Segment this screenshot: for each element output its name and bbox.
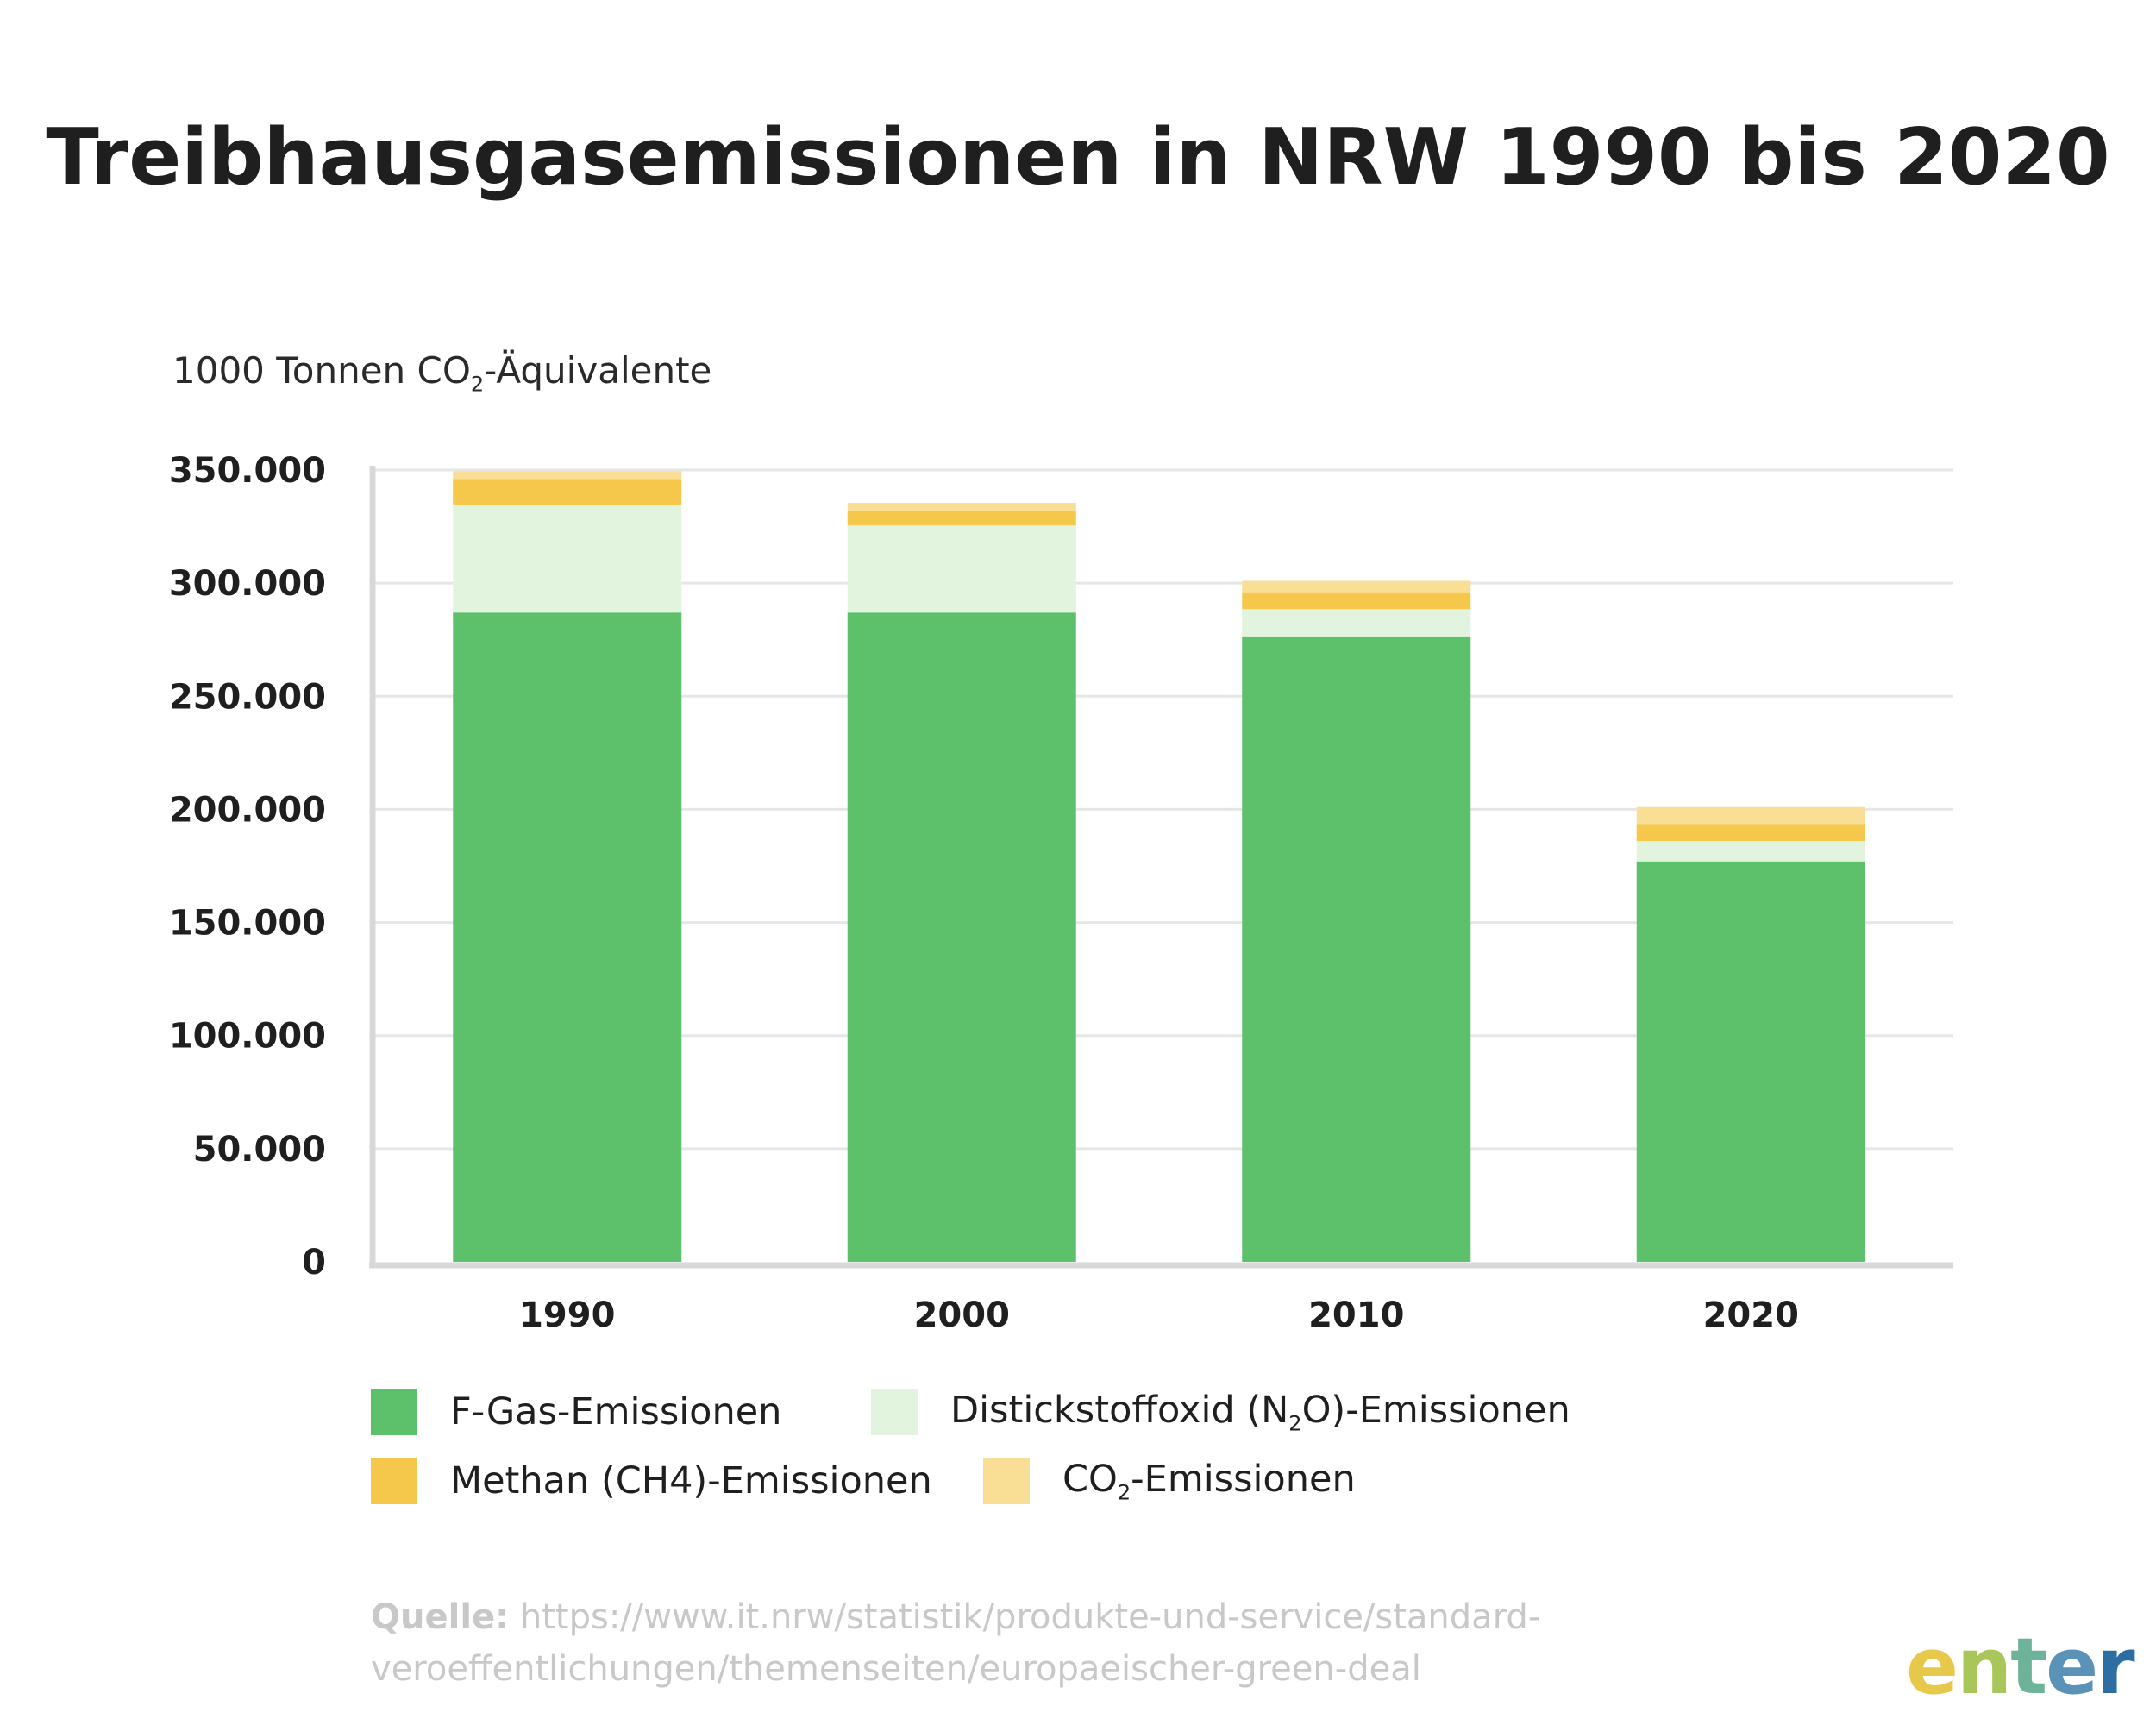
bar-segment-1990-4 <box>453 471 682 480</box>
bar-segment-2010-3 <box>1242 592 1471 610</box>
bar-segment-2000-4 <box>847 503 1076 511</box>
bar-segment-2010-4 <box>1242 580 1471 593</box>
y-tick-label: 0 <box>302 1243 326 1283</box>
y-tick-label: 300.000 <box>169 564 326 604</box>
bar-segment-1990-3 <box>453 479 682 505</box>
bar-segment-2010-2 <box>1242 609 1471 637</box>
legend-item: CO2-Emissionen <box>983 1458 1356 1505</box>
bars <box>453 471 1865 1262</box>
source-url-line1: https://www.it.nrw/statistik/produkte-un… <box>519 1597 1541 1637</box>
x-tick-label: 2000 <box>914 1295 1010 1335</box>
stacked-bar-chart: 0 50.000 100.000 150.000 200.000 250.000 300.0… <box>169 451 1953 1335</box>
bar-segment-2020-3 <box>1636 824 1865 842</box>
legend-swatch <box>871 1389 918 1436</box>
y-tick-label: 50.000 <box>193 1130 326 1170</box>
enter-logo: enter <box>1906 1622 2135 1712</box>
bar-segment-2020-4 <box>1636 806 1865 825</box>
chart-title: Treibhausgasemissionen in NRW 1990 bis 2… <box>46 112 2110 203</box>
x-tick-labels: 1990 2000 2010 2020 <box>519 1295 1799 1335</box>
source-url-line2: veroeffentlichungen/themenseiten/europae… <box>371 1649 1421 1689</box>
y-tick-label: 350.000 <box>169 451 326 491</box>
legend-swatch <box>983 1458 1030 1505</box>
legend-item: Methan (CH4)-Emissionen <box>371 1458 932 1504</box>
bar-segment-2000-2 <box>847 525 1076 613</box>
logo-letter: e <box>2046 1622 2098 1712</box>
y-tick-label: 100.000 <box>169 1017 326 1057</box>
x-tick-label: 1990 <box>519 1295 615 1335</box>
bar-segment-2020-1 <box>1636 861 1865 1262</box>
legend-label: Methan (CH4)-Emissionen <box>450 1459 932 1502</box>
legend-label: Distickstoffoxid (N2O)-Emissionen <box>950 1389 1570 1436</box>
bar-segment-2000-3 <box>847 511 1076 526</box>
axes <box>369 466 1953 1269</box>
bar-segment-2010-1 <box>1242 636 1471 1262</box>
source-note: Quelle: https://www.it.nrw/statistik/pro… <box>371 1591 1664 1695</box>
legend-item: Distickstoffoxid (N2O)-Emissionen <box>871 1389 1570 1436</box>
source-label: Quelle: <box>371 1597 510 1637</box>
bar-segment-2020-2 <box>1636 841 1865 862</box>
unit-label-suffix: -Äquivalente <box>484 349 712 392</box>
x-tick-label: 2020 <box>1703 1295 1799 1335</box>
y-tick-labels: 0 50.000 100.000 150.000 200.000 250.000 300.0… <box>169 451 326 1283</box>
legend-label: F-Gas-Emissionen <box>450 1390 782 1433</box>
legend-swatch <box>371 1389 417 1435</box>
bar-segment-1990-2 <box>453 505 682 613</box>
logo-letter: e <box>1906 1622 1959 1712</box>
bar-segment-1990-1 <box>453 612 682 1262</box>
logo-letter: t <box>2010 1622 2047 1712</box>
y-axis-unit-label: 1000 Tonnen CO2-Äquivalente <box>172 349 711 396</box>
unit-label-subscript: 2 <box>470 372 485 397</box>
bar-segment-2000-1 <box>847 612 1076 1262</box>
x-tick-label: 2010 <box>1308 1295 1404 1335</box>
logo-letter: n <box>1957 1622 2012 1712</box>
legend-label: CO2-Emissionen <box>1062 1458 1356 1505</box>
y-tick-label: 200.000 <box>169 790 326 830</box>
y-tick-label: 150.000 <box>169 904 326 944</box>
unit-label-prefix: 1000 Tonnen CO <box>172 349 471 392</box>
y-tick-label: 250.000 <box>169 677 326 717</box>
legend-swatch <box>371 1458 417 1504</box>
legend-item: F-Gas-Emissionen <box>371 1389 781 1435</box>
logo-letter: r <box>2096 1622 2134 1712</box>
